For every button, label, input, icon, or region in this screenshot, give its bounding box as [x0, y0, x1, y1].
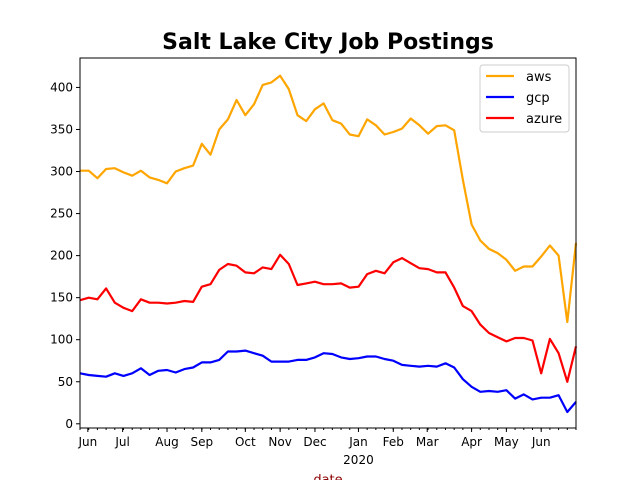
- x-tick-label: Jul: [114, 435, 129, 449]
- x-tick-label: Nov: [268, 435, 291, 449]
- x-tick-sublabel: 2020: [343, 453, 374, 467]
- series-line-azure: [79, 253, 578, 383]
- plot-frame: [79, 57, 577, 429]
- y-tick-label: 150: [50, 291, 73, 305]
- y-tick-label: 300: [50, 165, 73, 179]
- x-axis: Jun Jul Aug Sep Oct Nov Dec Jan 2020 Feb Mar Apr May…: [77, 428, 577, 467]
- x-tick-label: Jan: [348, 435, 368, 449]
- y-tick-label: 400: [50, 80, 73, 94]
- series-line-gcp: [79, 349, 577, 414]
- y-tick-label: 200: [50, 249, 73, 263]
- y-tick-label: 250: [50, 207, 73, 221]
- x-tick-label: Jun: [531, 435, 551, 449]
- y-tick-label: 50: [58, 375, 73, 389]
- legend-label-azure: azure: [526, 112, 562, 127]
- x-tick-label: Dec: [303, 435, 326, 449]
- legend-box: [479, 64, 570, 133]
- y-tick-label: 0: [65, 417, 73, 431]
- legend-label-aws: aws: [526, 70, 552, 85]
- chart-title: Salt Lake City Job Postings: [162, 30, 494, 55]
- series-layer: [79, 74, 578, 414]
- x-tick-label: Oct: [235, 435, 256, 449]
- x-tick-label: Sep: [191, 435, 214, 449]
- x-tick-label: Mar: [416, 435, 439, 449]
- x-tick-label: Jun: [77, 435, 97, 449]
- x-axis-label: date: [313, 473, 342, 480]
- y-tick-label: 350: [50, 122, 73, 136]
- x-tick-label: Apr: [461, 435, 482, 449]
- series-line-aws: [80, 74, 578, 324]
- legend: aws gcp azure: [479, 64, 570, 133]
- x-tick-label: Aug: [155, 435, 178, 449]
- legend-label-gcp: gcp: [526, 91, 550, 106]
- y-axis: 0 50 100 150 200 250 300 350 400: [50, 80, 80, 431]
- x-tick-label: Feb: [383, 435, 404, 449]
- y-tick-label: 100: [50, 333, 73, 347]
- x-tick-label: May: [494, 435, 519, 449]
